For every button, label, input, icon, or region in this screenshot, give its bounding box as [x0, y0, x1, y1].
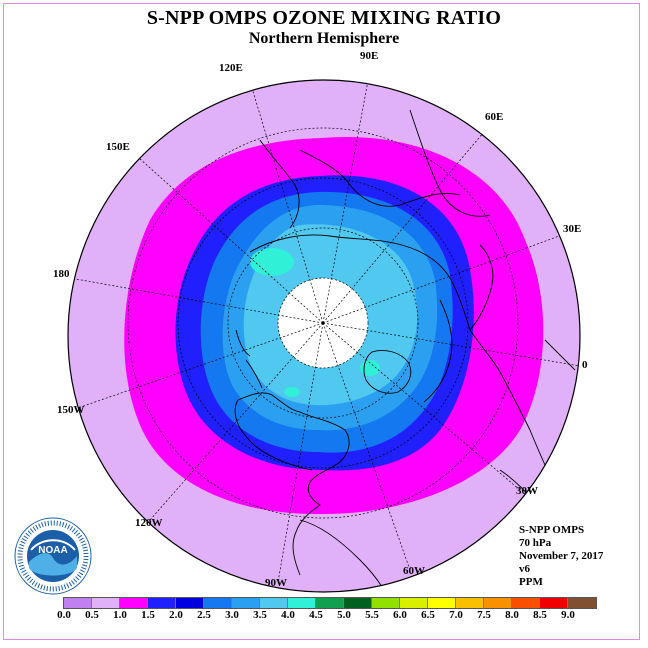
colorbar-tick-label: 8.5 [533, 609, 547, 621]
colorbar-swatch [148, 598, 176, 608]
colorbar-tick-label: 3.0 [225, 609, 239, 621]
colorbar-tick-label: 1.5 [141, 609, 155, 621]
lon-label-0: 0 [582, 359, 588, 371]
lon-label-30e: 30E [563, 223, 582, 235]
logo-text: NOAA [38, 545, 67, 556]
colorbar-swatch [372, 598, 400, 608]
colorbar-swatch [344, 598, 372, 608]
colorbar-tick-label: 2.0 [169, 609, 183, 621]
lon-label-60w: 60W [403, 565, 425, 577]
colorbar-swatch [92, 598, 120, 608]
ozone-field [68, 80, 580, 592]
colorbar-swatch [120, 598, 148, 608]
lon-label-120w: 120W [135, 517, 163, 529]
colorbar-swatch [428, 598, 456, 608]
noaa-logo: NOAA [14, 517, 92, 595]
colorbar-swatch [568, 598, 596, 608]
info-block: S-NPP OMPS 70 hPa November 7, 2017 v6 PP… [519, 524, 603, 589]
map-boundary [67, 79, 581, 593]
colorbar-tick-label: 7.5 [477, 609, 491, 621]
colorbar-swatch [176, 598, 204, 608]
colorbar-tick-label: 7.0 [449, 609, 463, 621]
colorbar-swatch [64, 598, 92, 608]
lon-label-120e: 120E [219, 62, 243, 74]
lon-label-90w: 90W [265, 577, 287, 589]
colorbar [63, 597, 597, 609]
lon-label-60e: 60E [485, 111, 504, 123]
info-version: v6 [519, 563, 530, 575]
info-date: November 7, 2017 [519, 550, 604, 562]
colorbar-swatch [260, 598, 288, 608]
lon-label-90e: 90E [360, 50, 379, 62]
info-instrument: S-NPP OMPS [519, 524, 585, 536]
colorbar-tick-label: 5.0 [337, 609, 351, 621]
colorbar-tick-label: 3.5 [253, 609, 267, 621]
colorbar-swatch [204, 598, 232, 608]
colorbar-swatch [400, 598, 428, 608]
colorbar-ticks: 0.0 0.5 1.0 1.5 2.0 2.5 3.0 3.5 4.0 4.5 5.0 5.5 6.0 6… [57, 609, 583, 623]
lon-label-150w: 150W [57, 404, 85, 416]
map-title: S-NPP OMPS OZONE MIXING RATIO [146, 7, 502, 29]
colorbar-swatch [232, 598, 260, 608]
colorbar-swatch [316, 598, 344, 608]
colorbar-tick-label: 5.5 [365, 609, 379, 621]
info-level: 70 hPa [519, 537, 552, 549]
colorbar-swatch [288, 598, 316, 608]
colorbar-tick-label: 8.0 [505, 609, 519, 621]
colorbar-swatch [512, 598, 540, 608]
colorbar-tick-label: 0.0 [57, 609, 71, 621]
colorbar-swatch [484, 598, 512, 608]
colorbar-tick-label: 0.5 [85, 609, 99, 621]
colorbar-tick-label: 9.0 [561, 609, 575, 621]
map-subtitle: Northern Hemisphere [248, 30, 400, 47]
colorbar-swatch [540, 598, 568, 608]
lon-label-30w: 30W [516, 485, 538, 497]
colorbar-tick-label: 4.5 [309, 609, 323, 621]
colorbar-tick-label: 4.0 [281, 609, 295, 621]
lon-label-150e: 150E [106, 141, 130, 153]
colorbar-tick-label: 1.0 [113, 609, 127, 621]
colorbar-tick-label: 2.5 [197, 609, 211, 621]
figure-frame [3, 3, 640, 640]
colorbar-tick-label: 6.0 [393, 609, 407, 621]
info-units: PPM [519, 576, 543, 588]
colorbar-swatch [456, 598, 484, 608]
lon-label-180: 180 [53, 268, 70, 280]
colorbar-tick-label: 6.5 [421, 609, 435, 621]
